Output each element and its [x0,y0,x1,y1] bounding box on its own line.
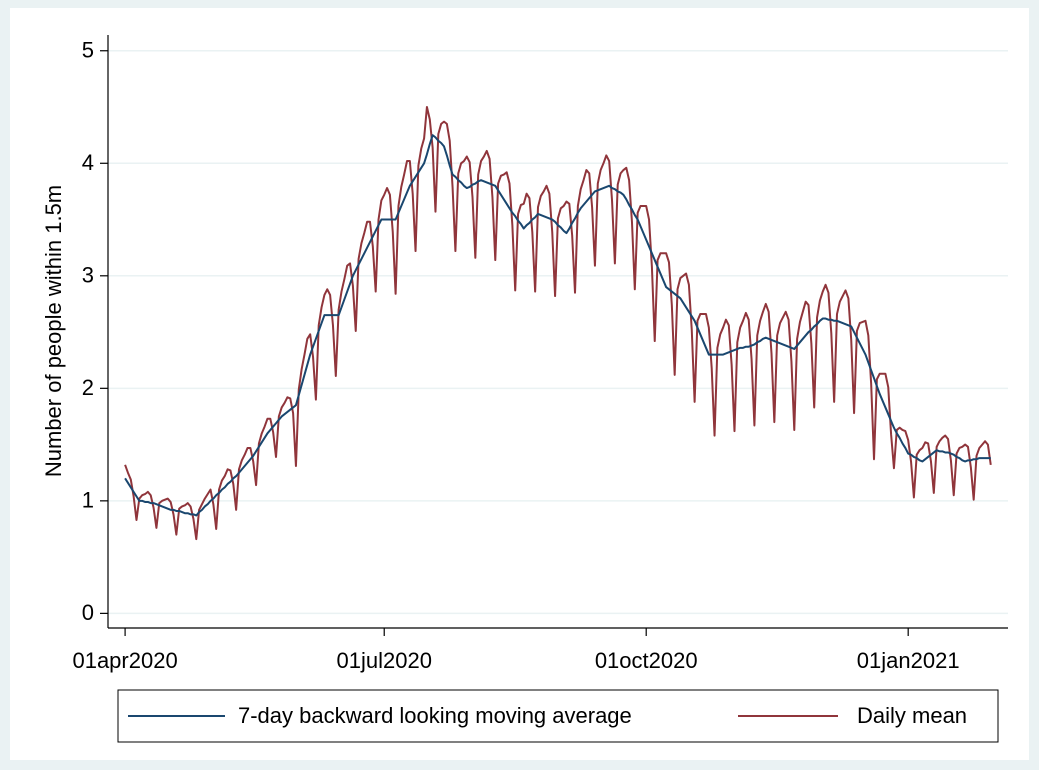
graph-background [10,8,1029,760]
y-tick-label: 2 [82,375,94,400]
y-tick-label: 1 [82,488,94,513]
plot-lines [124,106,992,541]
series-line [124,134,991,517]
grid [108,50,1008,615]
legend-box [117,689,999,743]
legend-label: Daily mean [857,703,967,728]
y-tick-label: 3 [82,263,94,288]
x-tick-label: 01oct2020 [595,648,698,673]
x-tick-label: 01jan2021 [857,648,960,673]
legend: 7-day backward looking moving average Da… [117,689,999,743]
series-line [124,106,992,541]
axes: 0 1 2 3 4 5 01apr2020 01jul2020 01oct2020 01jan20… [72,35,1008,673]
y-tick-label: 0 [82,600,94,625]
x-tick-label: 01apr2020 [72,648,177,673]
y-tick-label: 5 [82,38,94,63]
y-axis-title: Number of people within 1.5m [41,185,66,477]
y-tick-label: 4 [82,150,94,175]
legend-label: 7-day backward looking moving average [238,703,632,728]
x-tick-label: 01jul2020 [337,648,432,673]
